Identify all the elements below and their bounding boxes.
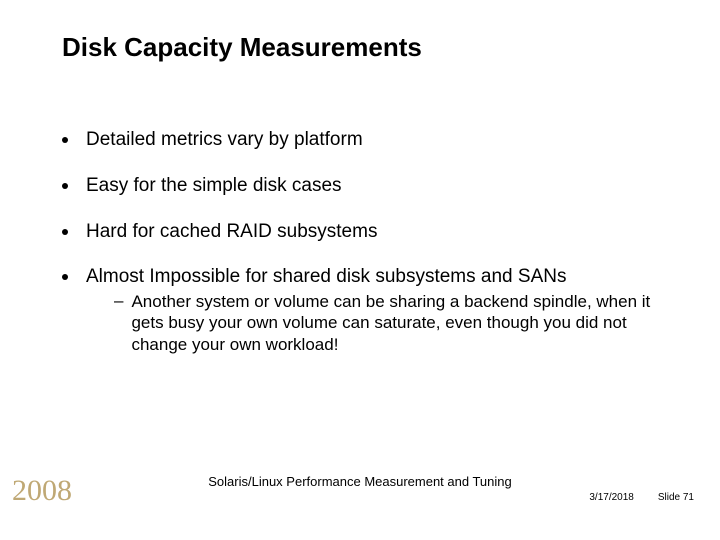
footer-center-title: Solaris/Linux Performance Measurement an… bbox=[0, 474, 720, 489]
slide-title: Disk Capacity Measurements bbox=[62, 32, 422, 63]
bullet-dot-icon bbox=[62, 274, 68, 280]
sub-bullet-text: Another system or volume can be sharing … bbox=[131, 291, 680, 355]
dash-icon: – bbox=[114, 291, 123, 311]
bullet-text: Almost Impossible for shared disk subsys… bbox=[86, 265, 566, 289]
bullet-dot-icon bbox=[62, 183, 68, 189]
slide-content: Detailed metrics vary by platform Easy f… bbox=[62, 128, 680, 355]
slide-footer: 2008 Solaris/Linux Performance Measureme… bbox=[0, 474, 720, 508]
bullet-item: Detailed metrics vary by platform bbox=[62, 128, 680, 152]
bullet-text: Detailed metrics vary by platform bbox=[86, 128, 363, 152]
footer-slide-number: Slide 71 bbox=[658, 492, 694, 503]
slide: Disk Capacity Measurements Detailed metr… bbox=[0, 0, 720, 540]
bullet-item: Almost Impossible for shared disk subsys… bbox=[62, 265, 680, 289]
bullet-item: Hard for cached RAID subsystems bbox=[62, 220, 680, 244]
bullet-item: Easy for the simple disk cases bbox=[62, 174, 680, 198]
bullet-dot-icon bbox=[62, 137, 68, 143]
bullet-text: Hard for cached RAID subsystems bbox=[86, 220, 377, 244]
bullet-text: Easy for the simple disk cases bbox=[86, 174, 342, 198]
footer-date: 3/17/2018 bbox=[589, 492, 634, 503]
bullet-dot-icon bbox=[62, 229, 68, 235]
sub-bullet-item: – Another system or volume can be sharin… bbox=[114, 291, 680, 355]
